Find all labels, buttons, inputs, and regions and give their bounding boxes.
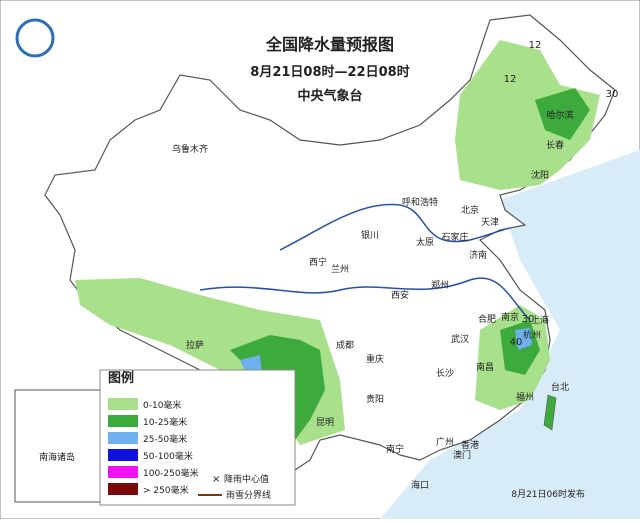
city-label: 澳门 <box>453 449 471 461</box>
city-label: 银川 <box>361 229 379 241</box>
legend-swatch <box>108 432 138 444</box>
city-label: 南昌 <box>476 361 494 373</box>
legend-center-label: 降雨中心值 <box>224 473 269 485</box>
city-label: 郑州 <box>431 279 449 291</box>
legend-swatch <box>108 449 138 461</box>
city-label: 台北 <box>551 381 569 393</box>
legend-swatch <box>108 415 138 427</box>
city-label: 南宁 <box>386 443 404 455</box>
city-label: 北京 <box>461 204 479 216</box>
city-label: 广州 <box>436 436 454 448</box>
city-label: 贵阳 <box>366 393 384 405</box>
city-label: 重庆 <box>366 353 384 365</box>
legend-item: > 250毫米 <box>143 484 189 496</box>
city-label: 福州 <box>516 391 534 403</box>
legend-swatch <box>108 483 138 495</box>
rain-heavy-se <box>515 328 532 350</box>
city-label: 哈尔滨 <box>546 109 573 121</box>
legend-item: 0-10毫米 <box>143 399 181 411</box>
city-label: 西安 <box>391 289 409 301</box>
legend-swatch <box>108 398 138 410</box>
legend-line-label: 雨雪分界线 <box>226 489 271 501</box>
rain-center-value: 30 <box>522 314 535 325</box>
legend-item: 25-50毫米 <box>143 433 187 445</box>
legend-title: 图例 <box>108 370 134 386</box>
legend-item: 10-25毫米 <box>143 416 187 428</box>
rain-mid-ne <box>535 88 590 140</box>
city-label: 呼和浩特 <box>402 196 438 208</box>
legend-center-mark: × <box>212 474 220 485</box>
city-label: 成都 <box>336 339 354 351</box>
city-label: 南京 <box>501 311 519 323</box>
city-label: 武汉 <box>451 333 469 345</box>
river-yellow <box>279 203 511 251</box>
rain-center-value: 30 <box>606 89 619 100</box>
city-label: 长春 <box>546 139 564 151</box>
city-label: 香港 <box>461 439 479 451</box>
inset-label: 南海诸岛 <box>39 451 75 463</box>
rain-light-ne <box>455 40 600 190</box>
city-label: 兰州 <box>331 263 349 275</box>
legend-item: 50-100毫米 <box>143 450 193 462</box>
logo <box>15 18 55 58</box>
inset-box <box>14 389 101 503</box>
city-label: 长沙 <box>436 367 454 379</box>
city-label: 天津 <box>481 217 499 228</box>
city-label: 乌鲁木齐 <box>172 143 208 155</box>
rain-center-value: 12 <box>529 40 542 51</box>
city-label: 杭州 <box>523 329 541 341</box>
footer: 8月21日06时发布 <box>511 488 585 500</box>
legend-item: 100-250毫米 <box>143 467 199 479</box>
city-label: 石家庄 <box>441 231 468 243</box>
issuer: 中央气象台 <box>297 88 362 104</box>
city-label: 上海 <box>531 314 549 326</box>
city-label: 昆明 <box>316 417 334 428</box>
river-yangtze <box>199 277 531 321</box>
city-label: 拉萨 <box>186 339 204 351</box>
city-label: 海口 <box>411 479 429 491</box>
rain-center-value: 12 <box>504 74 517 85</box>
rain-center-value: 40 <box>510 337 523 348</box>
taiwan <box>543 394 557 431</box>
city-label: 沈阳 <box>531 169 549 181</box>
title: 全国降水量预报图 <box>265 35 394 54</box>
period: 8月21日08时—22日08时 <box>250 64 409 80</box>
city-label: 合肥 <box>478 313 496 325</box>
city-label: 太原 <box>416 236 434 248</box>
legend-swatch <box>108 466 138 478</box>
sea <box>380 150 640 519</box>
city-label: 西宁 <box>309 256 327 268</box>
city-label: 济南 <box>469 249 487 261</box>
